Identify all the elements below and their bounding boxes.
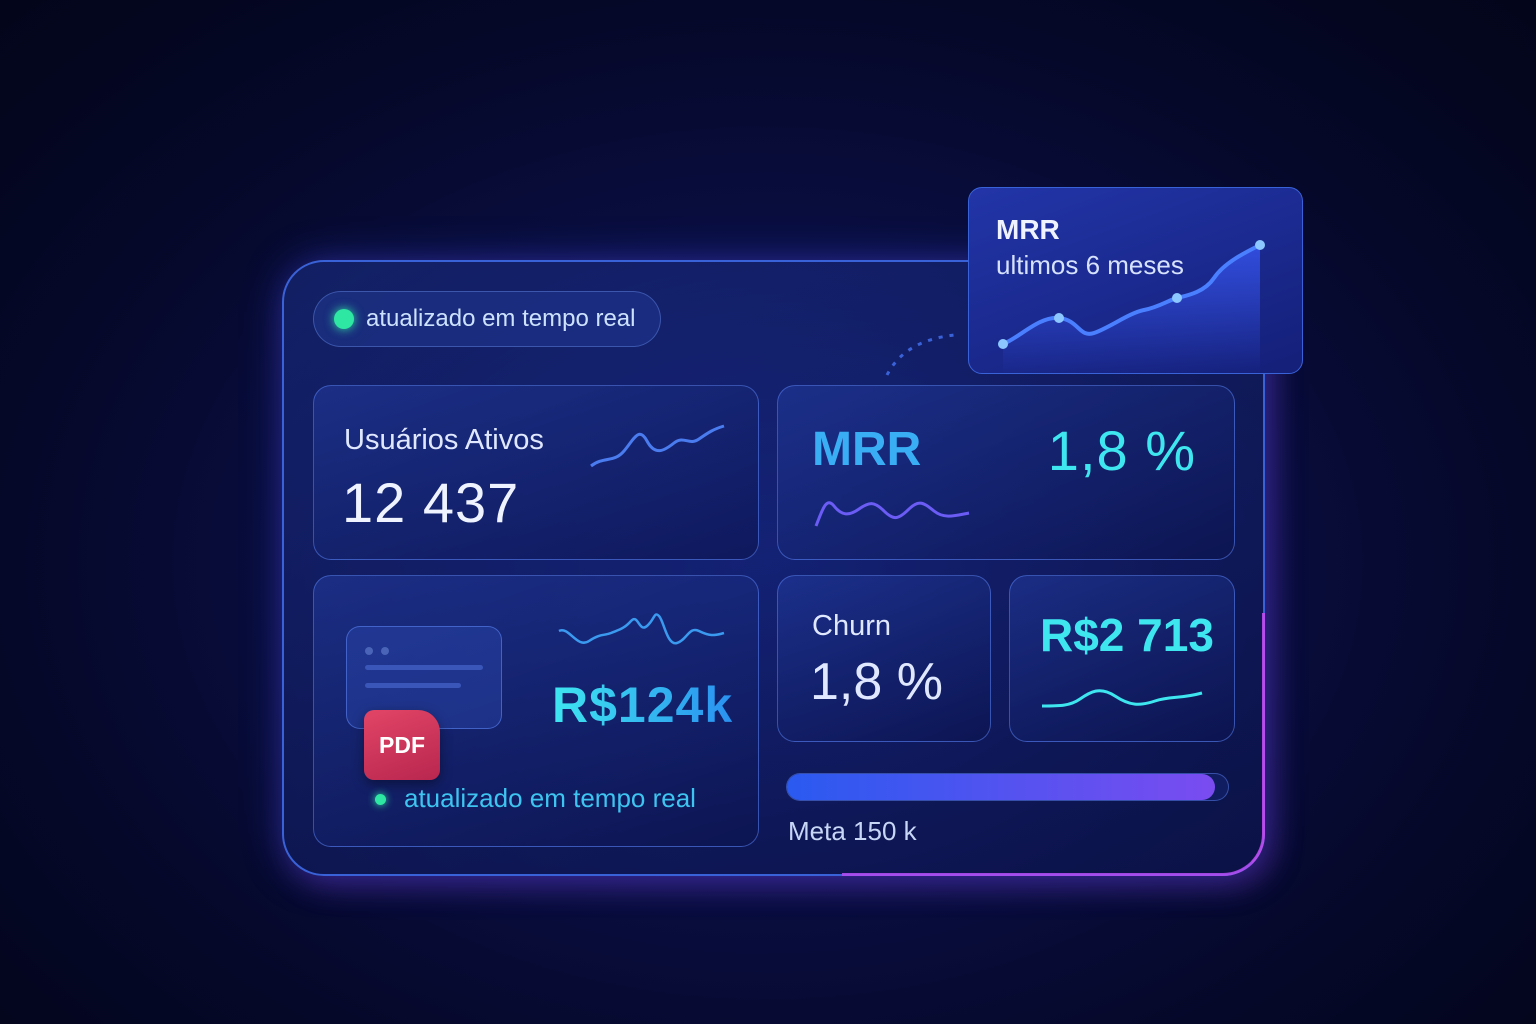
churn-label: Churn: [812, 610, 891, 642]
active-users-value: 12 437: [342, 471, 520, 534]
mrr-popup-title: MRR: [996, 214, 1060, 245]
mrr-label: MRR: [812, 423, 922, 476]
status-label: atualizado em tempo real: [366, 305, 636, 332]
status-dot-icon: [334, 309, 354, 329]
revenue-status: atualizado em tempo real: [404, 783, 696, 813]
mrr-point: [1054, 313, 1064, 323]
mrr-point: [1255, 240, 1265, 250]
goal-label: Meta 150 k: [788, 816, 917, 846]
active-users-card[interactable]: Usuários Ativos 12 437: [313, 385, 759, 560]
mrr-popup-subtitle: ultimos 6 meses: [996, 250, 1184, 280]
revenue-value: R$124k: [552, 677, 734, 733]
mrr-popup-chart: [998, 240, 1265, 375]
churn-card[interactable]: Churn 1,8 %: [777, 575, 991, 742]
mrr-sparkline: [814, 501, 970, 527]
status-dot-icon: [375, 794, 386, 805]
ticket-card[interactable]: R$2 713: [1009, 575, 1235, 742]
mrr-point: [1172, 293, 1182, 303]
churn-value: 1,8 %: [810, 653, 943, 711]
revenue-card[interactable]: PDF R$124k atualizado em tempo real: [313, 575, 759, 847]
mrr-popup[interactable]: MRR ultimos 6 meses: [968, 187, 1303, 375]
ticket-value: R$2 713: [1040, 609, 1214, 661]
realtime-status-badge: atualizado em tempo real: [313, 291, 661, 347]
mrr-area: [1003, 245, 1260, 375]
goal-progress-bar: [786, 773, 1229, 801]
connector-dotted-line: [885, 333, 956, 376]
active-users-label: Usuários Ativos: [344, 424, 544, 456]
mrr-card[interactable]: MRR 1,8 %: [777, 385, 1235, 560]
goal-progress-fill: [787, 774, 1215, 800]
mrr-point: [998, 339, 1008, 349]
active-users-sparkline: [590, 424, 725, 468]
ticket-sparkline: [1041, 689, 1203, 708]
mrr-value: 1,8 %: [1047, 419, 1196, 482]
pdf-file-icon[interactable]: PDF: [364, 710, 440, 780]
revenue-sparkline: [558, 613, 725, 645]
